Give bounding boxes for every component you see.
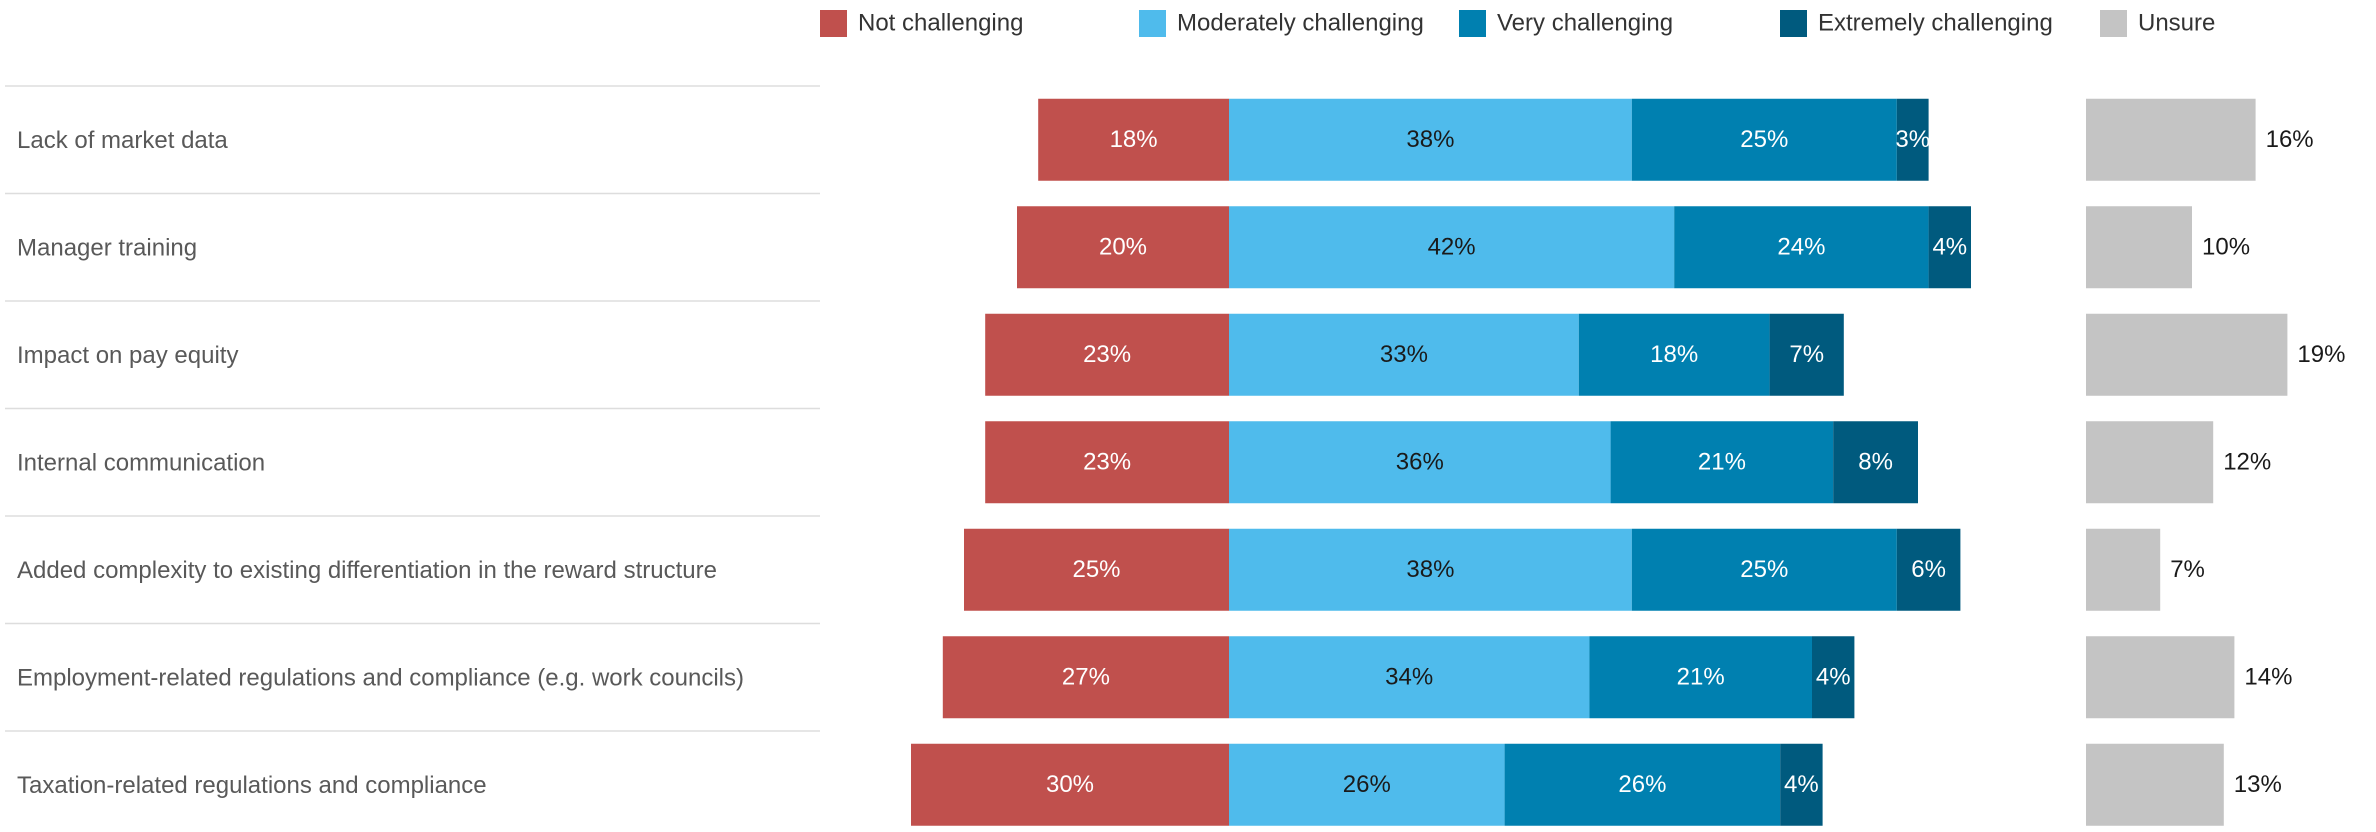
bar-segment — [1631, 98, 1897, 181]
value-label: 33% — [1380, 341, 1428, 368]
bar-segment — [1631, 528, 1897, 611]
bar-segment — [911, 743, 1229, 826]
value-label: 25% — [1072, 556, 1120, 583]
bar-segment — [1038, 98, 1229, 181]
bar-segment — [2086, 636, 2235, 719]
bar-segment — [1896, 98, 1929, 181]
value-label: 3% — [1895, 126, 1930, 153]
bar-segment — [1578, 313, 1770, 396]
bar-segment — [1589, 636, 1812, 719]
value-label: 10% — [2202, 234, 2250, 261]
category-label: Employment-related regulations and compl… — [17, 665, 744, 692]
category-label: Internal communication — [17, 450, 265, 477]
bar-segment — [2086, 743, 2224, 826]
bar-segment — [1928, 206, 1971, 289]
value-label: 25% — [1740, 126, 1788, 153]
category-label: Lack of market data — [17, 127, 228, 154]
value-label: 23% — [1083, 341, 1131, 368]
value-label: 30% — [1046, 771, 1094, 798]
value-label: 6% — [1911, 556, 1946, 583]
value-label: 12% — [2223, 449, 2271, 476]
value-label: 7% — [1789, 341, 1824, 368]
bar-segment — [1229, 98, 1632, 181]
value-label: 19% — [2297, 341, 2345, 368]
value-label: 36% — [1396, 449, 1444, 476]
category-label: Added complexity to existing differentia… — [17, 557, 717, 584]
bar-segment — [1017, 206, 1229, 289]
value-label: 27% — [1062, 664, 1110, 691]
value-label: 38% — [1406, 126, 1454, 153]
bar-segment — [2086, 98, 2256, 181]
bar-segment — [1896, 528, 1961, 611]
value-label: 24% — [1777, 234, 1825, 261]
value-label: 26% — [1618, 771, 1666, 798]
legend-swatch — [1780, 10, 1807, 37]
legend-label: Moderately challenging — [1177, 9, 1424, 36]
bar-segment — [1229, 636, 1590, 719]
legend-swatch — [1459, 10, 1486, 37]
value-label: 42% — [1428, 234, 1476, 261]
value-label: 23% — [1083, 449, 1131, 476]
bar-segment — [985, 313, 1229, 396]
value-label: 38% — [1406, 556, 1454, 583]
value-label: 4% — [1932, 234, 1967, 261]
value-label: 26% — [1343, 771, 1391, 798]
category-label: Impact on pay equity — [17, 342, 238, 369]
value-label: 18% — [1110, 126, 1158, 153]
bar-segment — [1610, 421, 1834, 504]
legend-swatch — [1139, 10, 1166, 37]
value-label: 4% — [1816, 664, 1851, 691]
bar-segment — [1229, 313, 1579, 396]
bar-segment — [1780, 743, 1823, 826]
category-label: Manager training — [17, 235, 197, 262]
bar-segment — [942, 636, 1229, 719]
value-label: 21% — [1677, 664, 1725, 691]
bar-segment — [2086, 313, 2288, 396]
value-label: 13% — [2234, 771, 2282, 798]
bar-segment — [964, 528, 1229, 611]
bar-segment — [1812, 636, 1855, 719]
bar-segment — [2086, 421, 2214, 504]
bar-segment — [1229, 743, 1505, 826]
legend-label: Unsure — [2138, 9, 2215, 36]
value-label: 4% — [1784, 771, 1819, 798]
category-label: Taxation-related regulations and complia… — [17, 772, 487, 799]
value-label: 21% — [1698, 449, 1746, 476]
bar-segment — [1769, 313, 1844, 396]
bar-segment — [1229, 206, 1675, 289]
legend-swatch — [2100, 10, 2127, 37]
bar-segment — [1229, 421, 1611, 504]
value-label: 8% — [1858, 449, 1893, 476]
value-label: 20% — [1099, 234, 1147, 261]
value-label: 7% — [2170, 556, 2205, 583]
value-label: 25% — [1740, 556, 1788, 583]
legend-swatch — [820, 10, 847, 37]
value-label: 34% — [1385, 664, 1433, 691]
legend-label: Very challenging — [1497, 9, 1673, 36]
bar-segment — [1229, 528, 1632, 611]
legend-label: Not challenging — [858, 9, 1023, 36]
bar-segment — [1674, 206, 1929, 289]
value-label: 18% — [1650, 341, 1698, 368]
value-label: 14% — [2244, 664, 2292, 691]
bar-segment — [985, 421, 1229, 504]
bar-segment — [2086, 206, 2192, 289]
bar-segment — [2086, 528, 2161, 611]
bar-segment — [1833, 421, 1918, 504]
bar-segment — [1504, 743, 1781, 826]
value-label: 16% — [2266, 126, 2314, 153]
legend-label: Extremely challenging — [1818, 9, 2053, 36]
